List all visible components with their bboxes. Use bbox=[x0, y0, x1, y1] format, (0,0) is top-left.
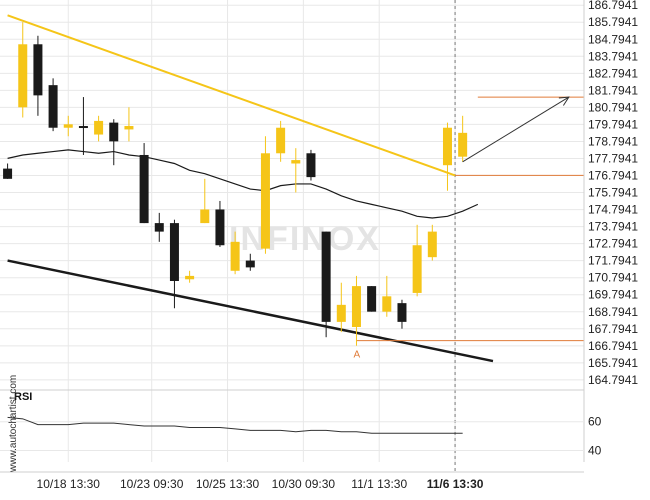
y-tick-label: 164.7941 bbox=[588, 373, 638, 387]
y-tick-label: 173.7941 bbox=[588, 220, 638, 234]
candle-body bbox=[33, 44, 43, 96]
candle-body bbox=[124, 126, 134, 130]
candle-body bbox=[48, 85, 58, 128]
y-tick-label: 184.7941 bbox=[588, 32, 638, 46]
candle-body bbox=[351, 286, 361, 327]
rsi-title: RSI bbox=[14, 391, 32, 403]
pattern-marker-a: A bbox=[353, 350, 360, 361]
y-tick-label: 186.7941 bbox=[588, 0, 638, 12]
y-tick-label: 181.7941 bbox=[588, 83, 638, 97]
y-tick-label: 178.7941 bbox=[588, 134, 638, 148]
candle-body bbox=[442, 127, 452, 166]
x-tick-label: 11/6 13:30 bbox=[427, 477, 484, 491]
forecast-arrow-line bbox=[462, 96, 570, 163]
y-tick-label: 183.7941 bbox=[588, 49, 638, 63]
y-tick-label: 185.7941 bbox=[588, 15, 638, 29]
time-axis: 10/18 13:30 10/23 09:30 10/25 13:30 10/30 0… bbox=[0, 471, 584, 491]
x-tick-label: 10/23 09:30 bbox=[120, 477, 184, 491]
candle-body bbox=[215, 209, 225, 246]
x-tick-label: 10/18 13:30 bbox=[37, 477, 101, 491]
y-tick-label: 175.7941 bbox=[588, 186, 638, 200]
x-tick-label: 11/1 13:30 bbox=[351, 477, 407, 491]
candle-body bbox=[109, 122, 119, 142]
y-tick-label: 182.7941 bbox=[588, 66, 638, 80]
x-tick-label: 10/25 13:30 bbox=[196, 477, 260, 491]
y-tick-label: 171.7941 bbox=[588, 254, 638, 268]
candle-body bbox=[200, 209, 210, 224]
y-tick-label: 170.7941 bbox=[588, 271, 638, 285]
moving-average-line bbox=[7, 149, 479, 219]
candle-body bbox=[63, 124, 73, 128]
watermark: INFINOX bbox=[229, 220, 381, 258]
y-tick-label: 174.7941 bbox=[588, 203, 638, 217]
price-plot-area: A bbox=[3, 0, 584, 472]
candle-body bbox=[169, 223, 179, 282]
y-tick-label: 176.7941 bbox=[588, 169, 638, 183]
price-axis: 186.7941 185.7941 184.7941 183.7941 182.7941… bbox=[0, 0, 638, 462]
candle-body bbox=[367, 286, 377, 312]
candle-body bbox=[94, 120, 104, 135]
y-tick-label: 167.7941 bbox=[588, 322, 638, 336]
candle-body bbox=[412, 245, 422, 293]
candle-body bbox=[18, 44, 28, 108]
candle-body bbox=[154, 223, 164, 232]
resistance-trendline bbox=[7, 14, 456, 177]
candle-body bbox=[185, 275, 195, 280]
side-label: www.autochartist.com bbox=[8, 375, 19, 473]
candle-body bbox=[260, 153, 270, 249]
candle-body bbox=[245, 260, 255, 268]
rsi-panel: RSI 60 40 bbox=[0, 391, 602, 457]
candle-body bbox=[382, 296, 392, 312]
y-tick-label: 180.7941 bbox=[588, 100, 638, 114]
y-tick-label: 177.7941 bbox=[588, 151, 638, 165]
candle-body bbox=[276, 127, 286, 154]
candle-body bbox=[3, 168, 13, 179]
rsi-y-tick-label: 40 bbox=[588, 443, 602, 457]
forecast-arrow-head bbox=[558, 96, 570, 106]
candle-body bbox=[306, 153, 316, 178]
candle-body bbox=[230, 241, 240, 271]
rsi-line bbox=[7, 416, 463, 434]
candle-body bbox=[78, 126, 88, 129]
y-tick-label: 169.7941 bbox=[588, 288, 638, 302]
candle-body bbox=[427, 231, 437, 258]
candle-body bbox=[336, 304, 346, 322]
y-tick-label: 166.7941 bbox=[588, 339, 638, 353]
support-trendline bbox=[7, 259, 494, 363]
y-tick-label: 172.7941 bbox=[588, 237, 638, 251]
candle-body bbox=[397, 303, 407, 322]
y-tick-label: 179.7941 bbox=[588, 117, 638, 131]
candle-body bbox=[291, 160, 301, 164]
candle-body bbox=[321, 231, 331, 322]
x-tick-label: 10/30 09:30 bbox=[272, 477, 336, 491]
candle-body bbox=[139, 154, 149, 224]
rsi-y-tick-label: 60 bbox=[588, 415, 602, 429]
y-tick-label: 165.7941 bbox=[588, 356, 638, 370]
candle-body bbox=[458, 132, 468, 157]
y-tick-label: 168.7941 bbox=[588, 305, 638, 319]
